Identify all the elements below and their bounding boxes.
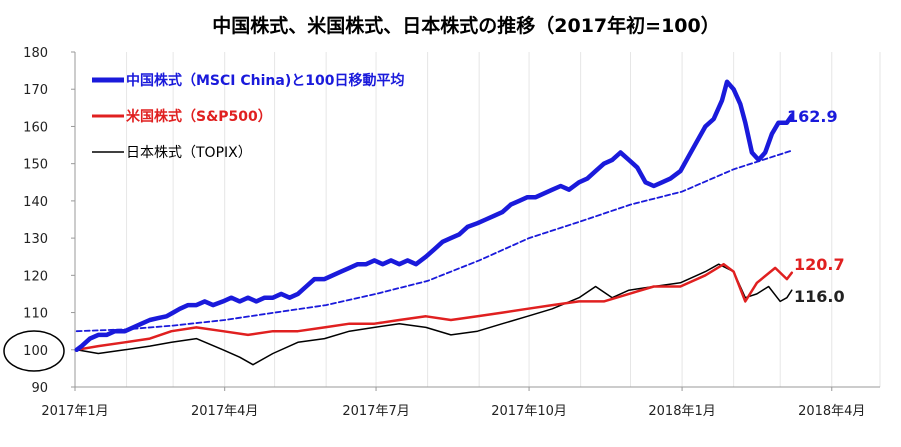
- legend-label-japan: 日本株式（TOPIX）: [126, 145, 252, 161]
- x-tick-label: 2018年4月: [798, 404, 865, 419]
- grid-layer: [74, 52, 881, 387]
- x-tick-label: 2018年1月: [648, 404, 715, 419]
- series-line-us: [75, 262, 794, 352]
- y-tick-label: 180: [23, 46, 48, 61]
- x-tick-label: 2017年1月: [41, 404, 108, 419]
- y-tick-label: 110: [23, 307, 48, 322]
- x-tick-label: 2017年10月: [491, 404, 567, 419]
- y-tick-label: 140: [23, 195, 48, 210]
- y-tick-label: 120: [23, 269, 48, 284]
- annotation-circle-100: [3, 330, 65, 372]
- x-tick-label: 2017年4月: [191, 404, 258, 419]
- y-tick-label: 90: [31, 381, 48, 396]
- legend: 中国株式（MSCI China)と100日移動平均 米国株式（S&P500） 日…: [92, 72, 404, 161]
- axis-layer: 90 100 110 120 130 140 150 160 170 180 2017年1月 2017…: [23, 46, 880, 419]
- chart-title: 中国株式、米国株式、日本株式の推移（2017年初=100）: [212, 14, 719, 37]
- end-label-china: 162.9: [787, 107, 838, 126]
- series-line-china-ma100: [75, 149, 793, 333]
- series-line-japan: [75, 263, 793, 366]
- legend-label-china: 中国株式（MSCI China)と100日移動平均: [126, 72, 404, 89]
- series-layer: [74, 79, 795, 366]
- legend-label-us: 米国株式（S&P500）: [126, 108, 272, 125]
- series-line-china: [74, 79, 795, 353]
- y-tick-label: 150: [23, 158, 48, 173]
- y-tick-label: 160: [23, 120, 48, 135]
- x-tick-label: 2017年7月: [342, 404, 409, 419]
- end-label-us: 120.7: [794, 255, 845, 274]
- y-tick-label: 100: [23, 344, 48, 359]
- y-tick-label: 130: [23, 232, 48, 247]
- y-tick-label: 170: [23, 83, 48, 98]
- end-label-japan: 116.0: [794, 287, 845, 306]
